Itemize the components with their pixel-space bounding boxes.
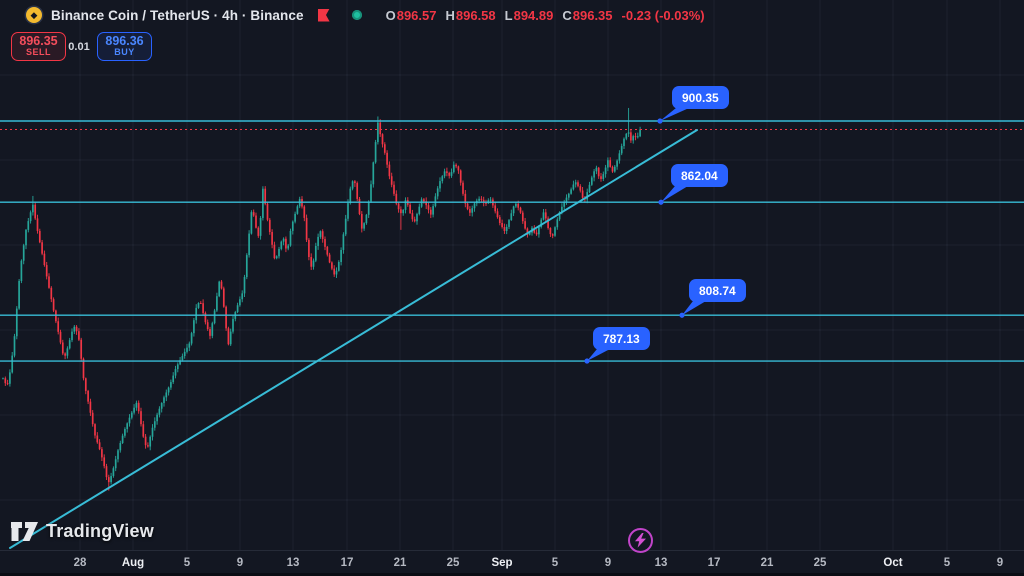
candlestick-series[interactable] <box>2 107 641 491</box>
coin-glyph: ◆ <box>30 9 38 20</box>
close-value: 896.35 <box>572 7 613 23</box>
buy-button[interactable]: 896.36 BUY <box>97 32 152 61</box>
axis-tick-label: 25 <box>446 557 460 569</box>
axis-tick-label: 13 <box>286 557 300 569</box>
grid-lines <box>0 0 1024 550</box>
window-edge <box>0 573 1024 576</box>
price-line-label[interactable]: 900.35 <box>672 86 729 109</box>
lightning-button[interactable] <box>628 528 653 553</box>
axis-tick-label: 9 <box>604 557 612 569</box>
symbol-header: ◆ Binance Coin / TetherUS · 4h · Binance… <box>26 7 705 23</box>
axis-tick-label: 17 <box>707 557 721 569</box>
axis-tick-label: 9 <box>996 557 1004 569</box>
open-label: O <box>385 7 396 23</box>
low-label: L <box>504 7 513 23</box>
high-label: H <box>445 7 455 23</box>
change-value: -0.23 (-0.03%) <box>621 7 705 23</box>
sell-price: 896.35 <box>19 33 58 48</box>
open-value: 896.57 <box>396 7 437 23</box>
tradingview-logo-text: TradingView <box>46 521 154 541</box>
axis-tick-label: Sep <box>491 557 513 569</box>
spread-value: 0.01 <box>68 41 90 53</box>
price-label-tails <box>584 108 706 364</box>
ohlc-readout: O 896.57 H 896.58 L 894.89 C 896.35 -0.2… <box>386 8 705 23</box>
price-line-label[interactable]: 862.04 <box>671 164 728 187</box>
axis-tick-label: Oct <box>883 557 903 569</box>
low-value: 894.89 <box>513 7 554 23</box>
axis-tick-label: Aug <box>121 557 145 569</box>
price-line-label[interactable]: 787.13 <box>593 327 650 350</box>
high-value: 896.58 <box>455 7 496 23</box>
tradingview-logo-icon <box>11 522 38 541</box>
buy-price: 896.36 <box>105 33 144 48</box>
price-line-label[interactable]: 808.74 <box>689 279 746 302</box>
sell-button[interactable]: 896.35 SELL <box>11 32 66 61</box>
buy-label: BUY <box>114 47 135 58</box>
trend-line[interactable] <box>9 129 698 549</box>
axis-tick-label: 5 <box>551 557 559 569</box>
axis-tick-label: 13 <box>654 557 668 569</box>
lightning-icon <box>635 533 646 548</box>
time-axis[interactable]: 28 Aug 5 9 13 17 21 25 Sep 5 9 13 17 21 25 Oct 5 9 <box>0 550 1024 574</box>
axis-tick-label: 17 <box>340 557 354 569</box>
axis-tick-label: 5 <box>183 557 191 569</box>
axis-tick-label: 25 <box>813 557 827 569</box>
axis-tick-label: 9 <box>236 557 244 569</box>
close-label: C <box>562 7 572 23</box>
flag-icon[interactable] <box>317 8 330 22</box>
axis-tick-label: 21 <box>393 557 407 569</box>
symbol-title[interactable]: Binance Coin / TetherUS · 4h · Binance <box>51 7 304 23</box>
market-status-icon[interactable] <box>351 10 362 20</box>
axis-tick-label: 5 <box>943 557 951 569</box>
sell-label: SELL <box>25 47 51 58</box>
bnb-coin-icon: ◆ <box>26 7 42 23</box>
tradingview-logo[interactable]: TradingView <box>10 521 154 542</box>
horizontal-price-lines[interactable] <box>0 120 1024 362</box>
axis-tick-label: 21 <box>760 557 774 569</box>
axis-tick-label: 28 <box>73 557 87 569</box>
